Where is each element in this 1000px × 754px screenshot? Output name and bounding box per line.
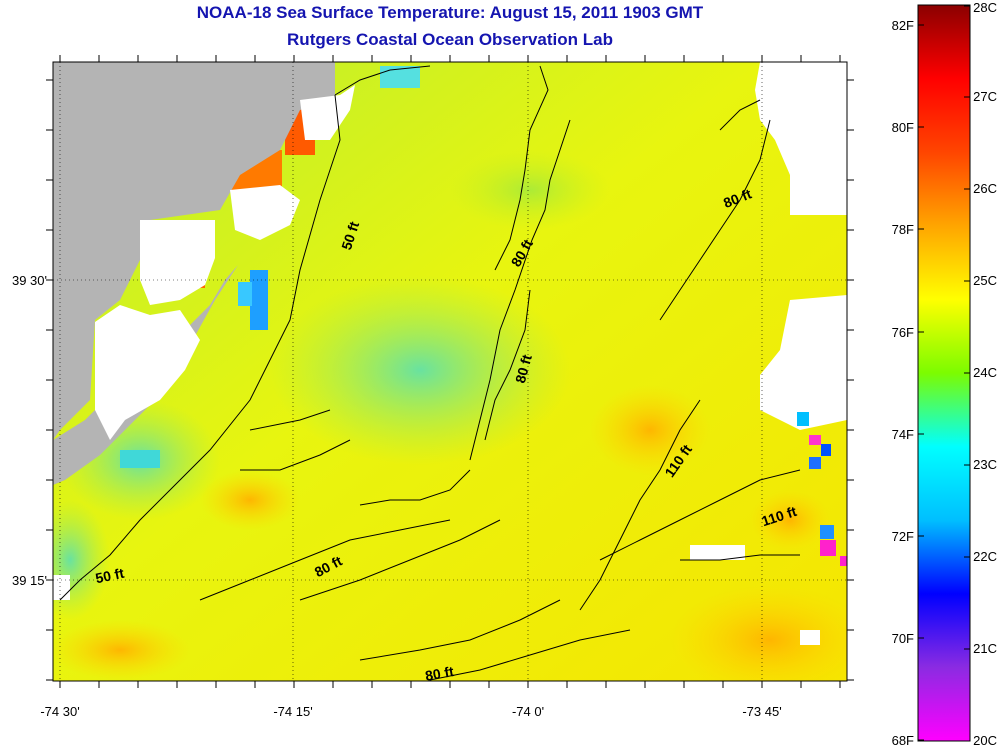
celsius-label: 28C xyxy=(973,0,997,15)
celsius-label: 20C xyxy=(973,733,997,748)
fahrenheit-label: 72F xyxy=(892,529,914,544)
cool-water-patch xyxy=(53,500,110,620)
cold-pixel xyxy=(238,282,252,306)
latitude-label: 39 15' xyxy=(12,573,47,588)
contour-label: 80 ft xyxy=(512,353,535,385)
warm-water-patch xyxy=(750,490,830,550)
colorbar-gradient xyxy=(917,4,971,742)
cloud-mask xyxy=(800,630,820,645)
longitude-label: -73 45' xyxy=(742,704,781,719)
cloud-mask xyxy=(760,295,847,430)
cold-pixel xyxy=(820,525,834,539)
cold-pixel xyxy=(809,457,821,469)
cold-pixel xyxy=(809,435,821,445)
fahrenheit-label: 74F xyxy=(892,427,914,442)
cloud-mask xyxy=(300,85,355,140)
celsius-label: 25C xyxy=(973,273,997,288)
map-subtitle: Rutgers Coastal Ocean Observation Lab xyxy=(287,30,613,49)
fahrenheit-label: 82F xyxy=(892,18,914,33)
fahrenheit-label: 68F xyxy=(892,733,914,748)
celsius-label: 24C xyxy=(973,365,997,380)
celsius-label: 21C xyxy=(973,641,997,656)
cold-pixel xyxy=(120,450,160,468)
contour-label: 50 ft xyxy=(94,565,126,587)
cold-pixel xyxy=(380,66,420,88)
cloud-mask xyxy=(230,185,300,240)
cool-water-patch xyxy=(450,150,610,230)
fahrenheit-label: 76F xyxy=(892,325,914,340)
cloud-mask xyxy=(53,575,70,600)
bathymetry-contours xyxy=(59,65,801,681)
longitude-label: -74 30' xyxy=(40,704,79,719)
cool-water-patch xyxy=(270,275,570,465)
warm-water-patch xyxy=(53,620,190,680)
cold-pixel xyxy=(250,270,268,330)
land-mass xyxy=(53,62,335,440)
celsius-label: 26C xyxy=(973,181,997,196)
cloud-mask xyxy=(755,62,847,215)
cold-pixel xyxy=(797,412,809,426)
fahrenheit-label: 80F xyxy=(892,120,914,135)
cloud-mask xyxy=(690,545,745,560)
sst-map: 50 ft 50 ft 80 ft 80 ft 80 ft 80 ft 80 f… xyxy=(12,55,854,719)
cold-pixel xyxy=(840,556,847,566)
celsius-label: 27C xyxy=(973,89,997,104)
longitude-label: -74 15' xyxy=(273,704,312,719)
cloud-mask xyxy=(95,305,200,440)
warm-water-patch xyxy=(200,470,300,530)
graticule xyxy=(53,62,847,681)
temperature-colorbar: 82F 80F 78F 76F 74F 72F 70F 68F 28C 27C … xyxy=(892,0,997,748)
fahrenheit-label: 70F xyxy=(892,631,914,646)
contour-label: 80 ft xyxy=(424,663,455,684)
longitude-label: -74 0' xyxy=(512,704,544,719)
celsius-label: 23C xyxy=(973,457,997,472)
cold-pixel xyxy=(820,540,836,556)
warm-water-patch xyxy=(590,385,710,475)
map-title: NOAA-18 Sea Surface Temperature: August … xyxy=(196,3,704,22)
warm-water-patch xyxy=(670,585,847,681)
fahrenheit-label: 78F xyxy=(892,222,914,237)
axis-ticks xyxy=(46,55,854,688)
cold-pixel xyxy=(821,444,831,456)
latitude-label: 39 30' xyxy=(12,273,47,288)
cloud-mask xyxy=(140,220,215,305)
celsius-label: 22C xyxy=(973,549,997,564)
